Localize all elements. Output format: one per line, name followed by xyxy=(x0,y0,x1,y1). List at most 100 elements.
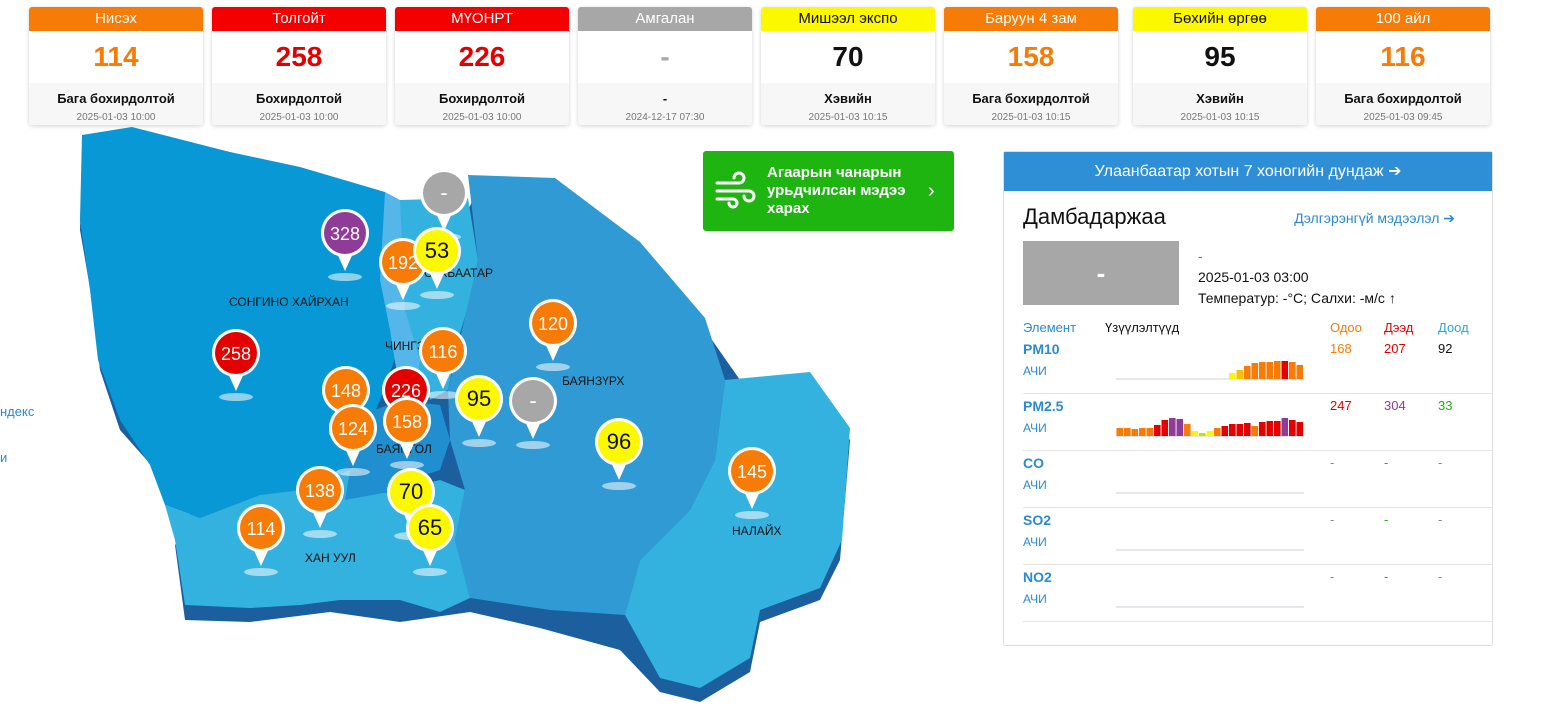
pollutant-sparkline xyxy=(1116,549,1304,551)
station-status: Бага бохирдолтой xyxy=(1316,83,1490,115)
pollutant-sparkline xyxy=(1116,418,1304,437)
station-card[interactable]: Баруун 4 зам 158 Бага бохирдолтой 2025-01-0… xyxy=(944,7,1118,125)
spark-bar xyxy=(1116,428,1124,436)
panel-status: - xyxy=(1198,248,1203,264)
station-time: 2025-01-03 10:00 xyxy=(395,113,569,125)
station-card[interactable]: Бөхийн өргөө 95 Хэвийн 2025-01-03 10:15 xyxy=(1133,7,1307,125)
map-pin-value: - xyxy=(529,388,536,413)
station-aqi: - xyxy=(660,41,670,72)
col-max: Дээд xyxy=(1384,320,1414,335)
station-card[interactable]: 100 айл 116 Бага бохирдолтой 2025-01-03 09:… xyxy=(1316,7,1490,125)
map-pin-value: 65 xyxy=(418,515,442,540)
spark-bar xyxy=(1281,361,1289,379)
station-card[interactable]: Толгойт 258 Бохирдолтой 2025-01-03 10:00 xyxy=(212,7,386,125)
pollutant-row[interactable]: SO2 АЧИ - - - xyxy=(1023,508,1493,565)
forecast-button[interactable]: Агаарын чанарын урьдчилсан мэдээ харах › xyxy=(703,151,954,231)
map-pin[interactable]: 116 xyxy=(419,327,467,399)
station-status: Бохирдолтой xyxy=(212,83,386,115)
pollutant-name: SO2 xyxy=(1023,512,1052,528)
col-element: Элемент xyxy=(1023,320,1077,335)
spark-bar xyxy=(1184,424,1191,436)
weekly-panel: Улаанбаатар хотын 7 хоногийн дундаж ➔ Да… xyxy=(1003,151,1493,646)
map-pin[interactable]: 65 xyxy=(406,504,454,576)
spark-bar xyxy=(1244,423,1251,436)
pollutant-row[interactable]: PM2.5 АЧИ 247 304 33 xyxy=(1023,394,1493,451)
map-pin[interactable]: 114 xyxy=(237,504,285,576)
pollutant-unit: АЧИ xyxy=(1023,364,1047,378)
panel-header[interactable]: Улаанбаатар хотын 7 хоногийн дундаж ➔ xyxy=(1004,152,1492,191)
chevron-right-icon: › xyxy=(928,179,935,202)
pollutant-sparkline xyxy=(1116,606,1304,608)
map-pin-value: 120 xyxy=(538,314,568,334)
map-pin[interactable]: 138 xyxy=(296,466,344,538)
map-pin-value: 138 xyxy=(305,481,335,501)
arrow-circle-icon: ➔ xyxy=(1443,210,1455,226)
spark-bar xyxy=(1236,370,1244,379)
spark-bar xyxy=(1274,421,1281,436)
district-label: СОНГИНО ХАЙРХАН xyxy=(229,294,349,309)
pollutant-name: NO2 xyxy=(1023,569,1052,585)
map-pin-value: 145 xyxy=(737,462,767,482)
spark-bar xyxy=(1244,366,1251,379)
station-card[interactable]: Нисэх 114 Бага бохирдолтой 2025-01-03 10:00 xyxy=(29,7,203,125)
map-pin[interactable]: 96 xyxy=(595,418,643,490)
map-pin-value: 158 xyxy=(392,412,422,432)
pollutant-name: PM2.5 xyxy=(1023,398,1064,414)
pollutant-row[interactable]: NO2 АЧИ - - - xyxy=(1023,565,1493,622)
station-time: 2025-01-03 10:15 xyxy=(1133,113,1307,125)
spark-bar xyxy=(1229,424,1236,436)
forecast-label: Агаарын чанарын урьдчилсан мэдээ харах xyxy=(767,164,906,217)
map-pin[interactable]: 158 xyxy=(383,397,431,469)
station-card[interactable]: Мишээл экспо 70 Хэвийн 2025-01-03 10:15 xyxy=(761,7,935,125)
legend-link-index[interactable]: ндекс xyxy=(0,404,35,419)
district-bayanzurkh[interactable] xyxy=(448,175,725,615)
pollutant-max: 207 xyxy=(1384,341,1406,356)
station-aqi: 95 xyxy=(1204,41,1236,72)
map-pin[interactable]: 95 xyxy=(455,375,503,447)
pollutant-unit: АЧИ xyxy=(1023,535,1047,549)
station-name: Баруун 4 зам xyxy=(944,7,1118,31)
district-nalaikh[interactable] xyxy=(625,372,850,688)
station-status: Бага бохирдолтой xyxy=(29,83,203,115)
spark-bar xyxy=(1176,419,1184,436)
district-label: БАЯНЗҮРХ xyxy=(562,374,624,388)
map-pin[interactable]: 328 xyxy=(321,209,369,281)
map-pin[interactable]: 53 xyxy=(413,227,461,299)
station-card[interactable]: Амгалан - -2024-12-17 07:30 xyxy=(578,7,752,125)
map-pin[interactable]: 145 xyxy=(728,447,776,519)
map-pin[interactable]: - xyxy=(420,169,468,241)
col-measurements: Үзүүлэлтүүд xyxy=(1105,320,1180,335)
map-pin-value: 53 xyxy=(425,238,449,263)
pollutant-min: 92 xyxy=(1438,341,1453,356)
pollutant-max: 304 xyxy=(1384,398,1406,413)
station-time: 2025-01-03 10:15 xyxy=(944,113,1118,125)
station-aqi: 116 xyxy=(1380,41,1426,72)
pollutant-unit: АЧИ xyxy=(1023,421,1047,435)
pollutant-current: - xyxy=(1330,569,1335,584)
legend-link-other[interactable]: и xyxy=(0,450,8,465)
spark-bar xyxy=(1154,425,1161,436)
spark-bar xyxy=(1251,426,1259,436)
map-pin-value: 124 xyxy=(338,419,368,439)
station-name: Толгойт xyxy=(212,7,386,31)
map-pin[interactable]: 124 xyxy=(329,404,377,476)
map-pin-value: 70 xyxy=(399,479,423,504)
map-pin[interactable]: 258 xyxy=(212,329,260,401)
spark-bar xyxy=(1266,421,1274,436)
station-name: Мишээл экспо xyxy=(761,7,935,31)
station-status: Бага бохирдолтой xyxy=(944,83,1118,115)
details-link[interactable]: Дэлгэрэнгүй мэдээлэл ➔ xyxy=(1294,210,1455,226)
spark-bar xyxy=(1296,422,1304,436)
pollutant-row[interactable]: PM10 АЧИ 168 207 92 xyxy=(1023,337,1493,394)
station-time: 2025-01-03 09:45 xyxy=(1316,113,1490,125)
station-card[interactable]: МҮОНРТ 226 Бохирдолтой 2025-01-03 10:00 xyxy=(395,7,569,125)
pollutant-min: - xyxy=(1438,569,1443,584)
map-pin[interactable]: - xyxy=(509,377,557,449)
pollutant-row[interactable]: CO АЧИ - - - xyxy=(1023,451,1493,508)
panel-aqi-box: - xyxy=(1023,241,1179,305)
spark-bar xyxy=(1296,365,1304,379)
district-songino-khairkhan[interactable] xyxy=(80,127,400,518)
map-pin[interactable]: 120 xyxy=(529,299,577,371)
pollutant-name: CO xyxy=(1023,455,1044,471)
